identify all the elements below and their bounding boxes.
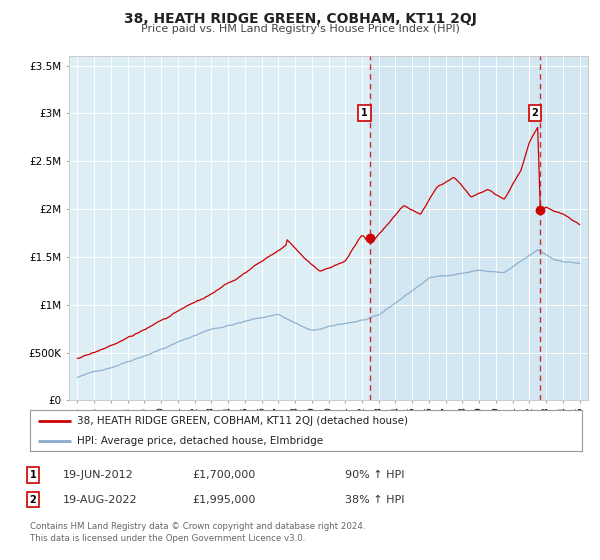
Text: £1,700,000: £1,700,000 — [192, 470, 255, 480]
Text: 2: 2 — [29, 494, 37, 505]
Text: Contains HM Land Registry data © Crown copyright and database right 2024.: Contains HM Land Registry data © Crown c… — [30, 522, 365, 531]
Text: 19-AUG-2022: 19-AUG-2022 — [63, 494, 137, 505]
Text: Price paid vs. HM Land Registry's House Price Index (HPI): Price paid vs. HM Land Registry's House … — [140, 24, 460, 34]
Text: HPI: Average price, detached house, Elmbridge: HPI: Average price, detached house, Elmb… — [77, 436, 323, 446]
Text: 90% ↑ HPI: 90% ↑ HPI — [345, 470, 404, 480]
Text: 1: 1 — [29, 470, 37, 480]
Text: 2: 2 — [532, 109, 538, 118]
Text: This data is licensed under the Open Government Licence v3.0.: This data is licensed under the Open Gov… — [30, 534, 305, 543]
Text: 1: 1 — [361, 109, 368, 118]
Bar — [370, 56, 588, 400]
Text: 38% ↑ HPI: 38% ↑ HPI — [345, 494, 404, 505]
Text: 38, HEATH RIDGE GREEN, COBHAM, KT11 2QJ: 38, HEATH RIDGE GREEN, COBHAM, KT11 2QJ — [124, 12, 476, 26]
Text: 19-JUN-2012: 19-JUN-2012 — [63, 470, 134, 480]
Text: £1,995,000: £1,995,000 — [192, 494, 256, 505]
Text: 38, HEATH RIDGE GREEN, COBHAM, KT11 2QJ (detached house): 38, HEATH RIDGE GREEN, COBHAM, KT11 2QJ … — [77, 417, 408, 426]
